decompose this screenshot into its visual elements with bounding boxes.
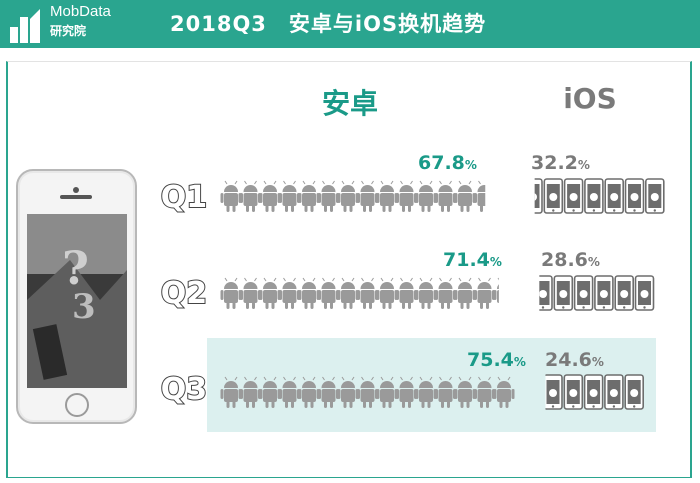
ios-column-header: iOS: [563, 82, 617, 115]
mobdata-logo: [10, 9, 40, 43]
q2-ios-value: 28.6%: [541, 249, 600, 271]
header-bar: MobData 研究院 2018Q3 安卓与iOS换机趋势: [0, 0, 700, 48]
android-bar-q1: [220, 180, 486, 212]
q1-label: Q1: [160, 179, 208, 216]
svg-text:?: ?: [62, 241, 89, 295]
android-bar-q3: [220, 376, 515, 408]
android-column-header: 安卓: [321, 87, 378, 120]
page-title: 2018Q3 安卓与iOS换机趋势: [170, 12, 487, 36]
ios-bar-q2: [539, 275, 655, 311]
android-bar-q2: [220, 277, 499, 309]
q1-ios-value: 32.2%: [531, 152, 590, 174]
content-frame: [6, 61, 692, 478]
q3-android-value: 75.4%: [467, 349, 526, 371]
q2-label: Q2: [160, 275, 208, 312]
ios-bar-q3: [545, 374, 645, 410]
svg-text:3: 3: [72, 287, 96, 327]
ios-bar-q1: [534, 178, 665, 214]
brand-sub: 研究院: [50, 24, 87, 38]
q3-label: Q3: [160, 371, 208, 408]
q3-ios-value: 24.6%: [545, 349, 604, 371]
q1-android-value: 67.8%: [418, 152, 477, 174]
brand-name: MobData: [50, 3, 111, 20]
q2-android-value: 71.4%: [443, 249, 502, 271]
